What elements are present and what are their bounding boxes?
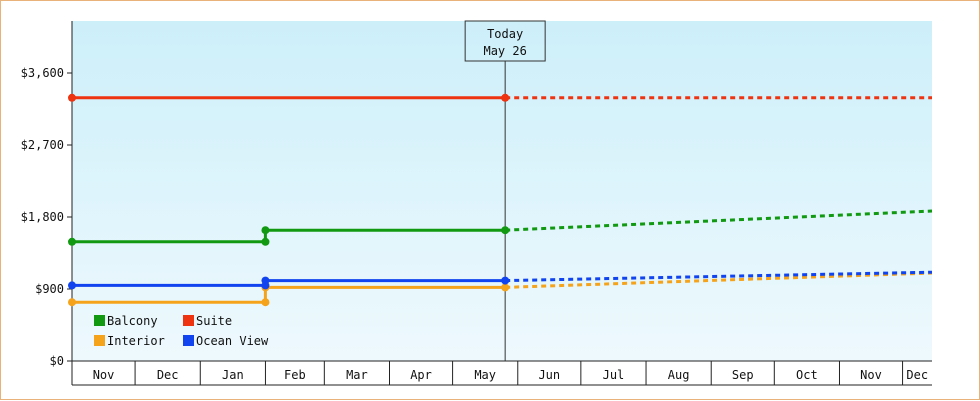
legend-swatch-balcony <box>94 315 105 326</box>
y-axis: $0 $900 $1,800 $2,700 $3,600 <box>21 21 73 368</box>
x-tick-label: Nov <box>93 368 115 382</box>
y-tick-label: $1,800 <box>21 210 64 224</box>
data-point-interior <box>68 298 76 307</box>
data-point-ocean-view <box>68 281 76 290</box>
x-tick-label: Apr <box>410 368 432 382</box>
y-tick-label: $3,600 <box>21 66 64 80</box>
x-tick-label: Mar <box>346 368 368 382</box>
x-tick-label: Dec <box>157 368 179 382</box>
y-tick-label: $2,700 <box>21 138 64 152</box>
series-line-interior <box>72 285 506 304</box>
data-point-balcony <box>501 226 510 235</box>
x-tick-label: Feb <box>284 368 306 382</box>
x-tick-label: Dec <box>906 368 928 382</box>
today-marker: Today May 26 <box>464 20 546 361</box>
x-tick-label: Jul <box>603 368 625 382</box>
x-tick-label: Aug <box>668 368 690 382</box>
x-tick-label: May <box>474 368 496 382</box>
data-point-ocean-view <box>501 276 510 285</box>
legend: Balcony Suite Interior Ocean View <box>94 314 269 348</box>
x-tick-label: Oct <box>796 368 818 382</box>
data-point-balcony <box>68 237 76 246</box>
data-point-suite <box>68 93 76 102</box>
data-point-ocean-view <box>261 276 270 285</box>
data-point-balcony <box>261 226 270 235</box>
series-line-balcony <box>72 228 506 244</box>
legend-swatch-ocean-view <box>183 335 194 346</box>
data-point-interior <box>261 298 270 307</box>
today-label: Today <box>487 27 523 41</box>
today-date-label: May 26 <box>483 44 526 58</box>
legend-label-suite: Suite <box>196 314 232 328</box>
legend-swatch-interior <box>94 335 105 346</box>
legend-swatch-suite <box>183 315 194 326</box>
data-point-suite <box>501 93 510 102</box>
legend-label-ocean-view: Ocean View <box>196 334 269 348</box>
today-label-box <box>464 20 546 62</box>
x-tick-label: Jun <box>538 368 560 382</box>
series-forecast-interior <box>505 271 933 289</box>
series-forecast-ocean-view <box>505 270 933 283</box>
series-lines <box>68 93 933 307</box>
legend-label-interior: Interior <box>107 334 165 348</box>
x-tick-label: Sep <box>732 368 754 382</box>
y-tick-label: $0 <box>50 354 64 368</box>
legend-label-balcony: Balcony <box>107 314 158 328</box>
data-point-balcony <box>261 237 270 246</box>
plot-background <box>72 21 932 361</box>
x-axis: Nov Dec Jan Feb Mar Apr May Jun Jul Aug Sep Oct Nov D… <box>71 360 932 386</box>
x-tick-label: Nov <box>860 368 882 382</box>
x-tick-label: Jan <box>222 368 244 382</box>
y-tick-label: $900 <box>35 282 64 296</box>
data-point-interior <box>501 283 510 292</box>
